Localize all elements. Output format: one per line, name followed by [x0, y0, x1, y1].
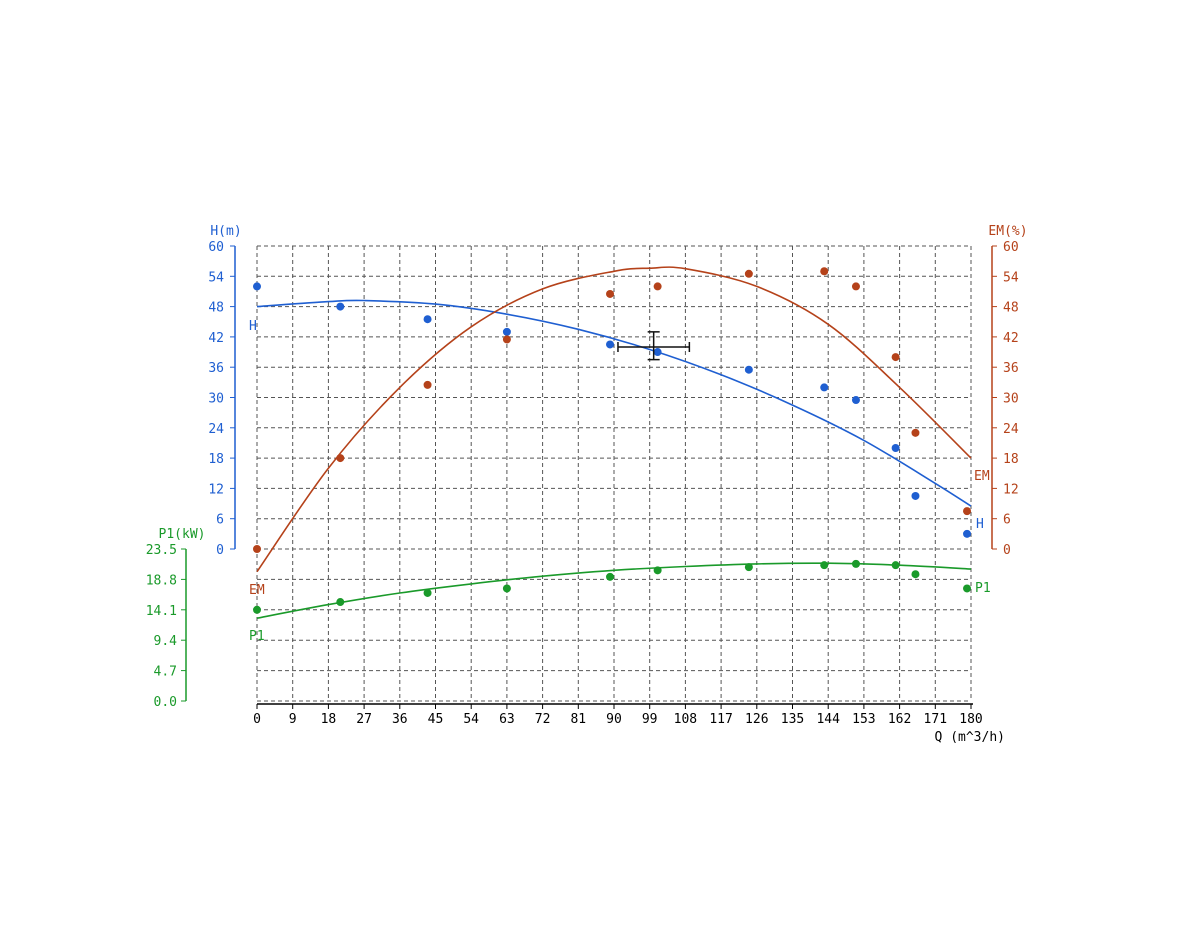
p1-tick-label: 4.7	[154, 665, 177, 680]
p1-data-point	[851, 559, 860, 568]
em-data-point	[423, 380, 432, 389]
p1-tick-label: 23.5	[146, 543, 177, 558]
em-data-point	[744, 269, 753, 278]
p1-data-point	[423, 588, 432, 597]
em-tick-label: 12	[1003, 482, 1019, 497]
p1-data-point	[336, 598, 345, 607]
p1-data-point	[502, 584, 511, 593]
x-tick-label: 72	[535, 712, 551, 727]
x-tick-label: 9	[289, 712, 297, 727]
em-data-point	[336, 454, 345, 463]
h-data-point	[820, 383, 829, 392]
p1-tick-label: 9.4	[154, 634, 178, 649]
p1-fit-curve	[256, 562, 972, 619]
x-tick-label: 135	[781, 712, 804, 727]
em-axis-title: EM(%)	[988, 224, 1027, 239]
em-tick-label: 6	[1003, 513, 1011, 528]
em-data-point	[253, 545, 261, 553]
h-curve-end-label: H	[976, 517, 984, 532]
x-tick-label: 63	[499, 712, 515, 727]
x-tick-label: 99	[642, 712, 658, 727]
x-tick-label: 153	[852, 712, 875, 727]
p1-curve-end-label: P1	[975, 581, 991, 596]
h-tick-label: 48	[208, 301, 224, 316]
em-data-point	[963, 507, 972, 516]
em-tick-label: 18	[1003, 452, 1019, 467]
x-tick-label: 18	[321, 712, 337, 727]
em-data-point	[911, 428, 920, 437]
p1-data-point	[653, 566, 662, 575]
h-fit-curve	[256, 299, 972, 507]
h-tick-label: 42	[208, 331, 224, 346]
h-data-point	[502, 327, 511, 336]
x-tick-label: 54	[463, 712, 479, 727]
p1-data-point	[253, 605, 261, 614]
x-tick-label: 171	[924, 712, 947, 727]
h-curve-start-label: H	[249, 319, 257, 334]
em-curve-start-label: EM	[249, 583, 265, 598]
p1-tick-label: 18.8	[146, 573, 177, 588]
em-data-point	[653, 282, 662, 291]
h-data-point	[911, 491, 920, 500]
p1-tick-label: 0.0	[154, 695, 177, 710]
em-curve-end-label: EM	[974, 469, 990, 484]
em-tick-label: 42	[1003, 331, 1019, 346]
em-fit-curve	[256, 266, 972, 573]
h-tick-label: 60	[208, 240, 224, 255]
h-tick-label: 0	[216, 543, 224, 558]
p1-tick-label: 14.1	[146, 604, 177, 619]
h-data-point	[891, 444, 900, 452]
h-tick-label: 18	[208, 452, 224, 467]
p1-axis-title: P1(kW)	[159, 527, 206, 542]
x-tick-label: 162	[888, 712, 911, 727]
x-tick-label: 180	[959, 712, 982, 727]
h-data-point	[253, 282, 261, 291]
em-data-point	[820, 267, 829, 276]
p1-data-point	[744, 563, 753, 572]
em-tick-label: 48	[1003, 301, 1019, 316]
h-data-point	[963, 529, 972, 538]
em-data-point	[606, 289, 615, 298]
h-axis-title: H(m)	[210, 224, 241, 239]
em-tick-label: 24	[1003, 422, 1019, 437]
h-tick-label: 36	[208, 361, 224, 376]
x-tick-label: 0	[253, 712, 261, 727]
em-data-point	[891, 353, 900, 362]
x-tick-label: 27	[356, 712, 372, 727]
em-data-point	[502, 335, 511, 344]
h-tick-label: 12	[208, 482, 224, 497]
h-tick-label: 24	[208, 422, 224, 437]
p1-data-point	[820, 561, 829, 570]
x-tick-label: 45	[428, 712, 444, 727]
h-tick-label: 6	[216, 513, 224, 528]
h-data-point	[744, 365, 753, 374]
h-data-point	[851, 396, 860, 405]
p1-data-point	[891, 561, 900, 570]
p1-data-point	[963, 584, 972, 593]
em-tick-label: 30	[1003, 392, 1019, 407]
x-axis-title: Q (m^3/h)	[935, 730, 1005, 745]
em-tick-label: 60	[1003, 240, 1019, 255]
x-tick-label: 108	[674, 712, 697, 727]
x-tick-label: 117	[709, 712, 732, 727]
h-data-point	[606, 340, 615, 349]
em-tick-label: 0	[1003, 543, 1011, 558]
h-data-point	[336, 302, 345, 311]
x-tick-label: 81	[570, 712, 586, 727]
x-tick-label: 36	[392, 712, 408, 727]
h-data-point	[653, 348, 662, 357]
h-data-point	[423, 315, 432, 324]
em-tick-label: 54	[1003, 270, 1019, 285]
x-tick-label: 90	[606, 712, 622, 727]
x-tick-label: 126	[745, 712, 768, 727]
em-data-point	[851, 282, 860, 291]
h-tick-label: 54	[208, 270, 224, 285]
p1-data-point	[606, 572, 615, 581]
h-tick-label: 30	[208, 392, 224, 407]
p1-data-point	[911, 570, 920, 579]
p1-curve-start-label: P1	[249, 629, 265, 644]
em-tick-label: 36	[1003, 361, 1019, 376]
x-tick-label: 144	[816, 712, 840, 727]
